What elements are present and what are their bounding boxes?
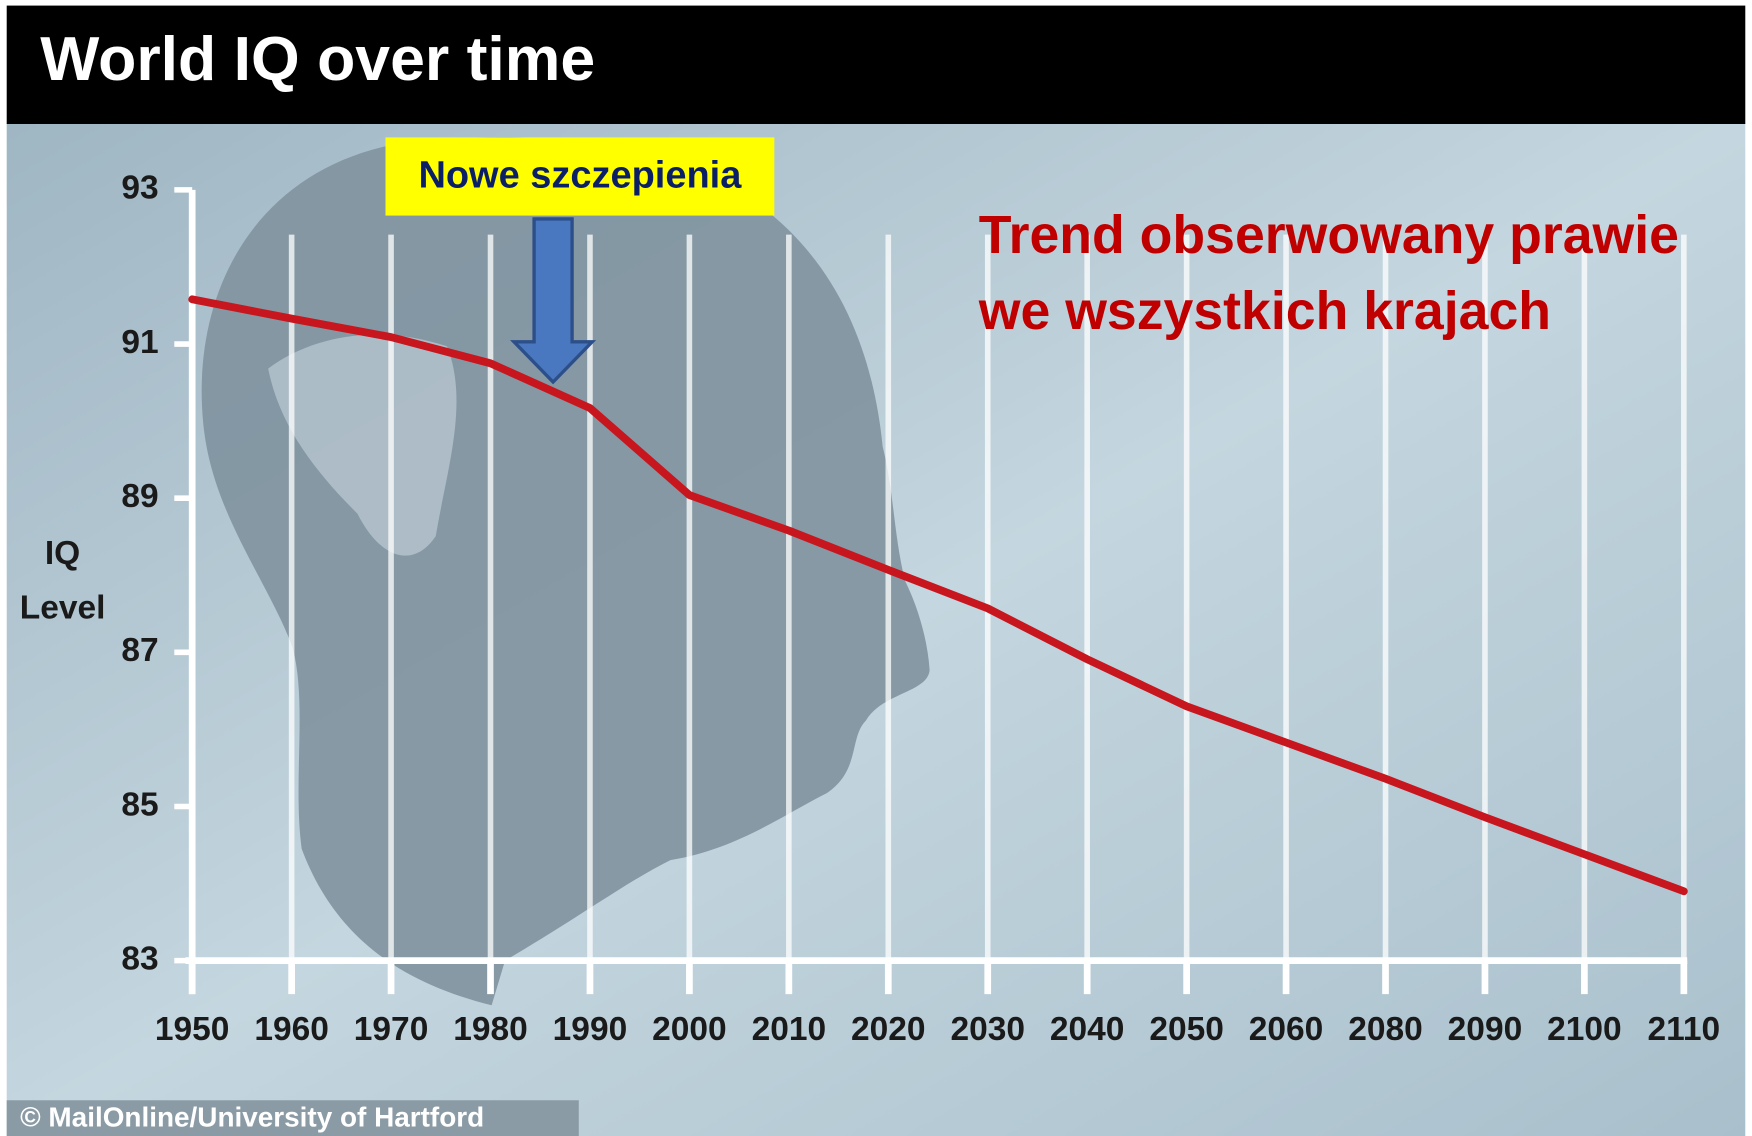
- y-axis-label: IQ: [45, 535, 80, 572]
- y-tick-label: 93: [121, 170, 158, 207]
- data-line: [188, 295, 1688, 896]
- x-tick-label: 1970: [354, 1011, 429, 1048]
- y-tick-label: 89: [121, 478, 158, 515]
- y-tick-label: 83: [121, 940, 158, 977]
- y-tick-label: 85: [121, 786, 158, 823]
- x-tick-label: 1950: [155, 1011, 230, 1048]
- x-tick-label: 2050: [1149, 1011, 1224, 1048]
- trend-annotation: Trend obserwowany prawie: [979, 205, 1679, 265]
- x-tick-label: 2090: [1448, 1011, 1523, 1048]
- x-tick-label: 2100: [1547, 1011, 1622, 1048]
- globe-land: [268, 334, 457, 556]
- arrow: [510, 217, 597, 385]
- y-tick-label: 87: [121, 632, 158, 669]
- x-tick-label: 1980: [453, 1011, 528, 1048]
- annotation-box: [385, 137, 775, 216]
- x-tick-label: 2110: [1647, 1011, 1720, 1048]
- credit: © MailOnline/University of Hartford: [20, 1102, 484, 1133]
- x-tick-label: 2060: [1249, 1011, 1324, 1048]
- credit-background: [6, 1100, 579, 1136]
- x-tick-label: 2000: [652, 1011, 727, 1048]
- trend-annotation: we wszystkich krajach: [978, 281, 1551, 341]
- x-tick-label: 1990: [553, 1011, 628, 1048]
- x-tick-label: 2040: [1050, 1011, 1125, 1048]
- arrow-annotation: Nowe szczepienia: [418, 155, 742, 197]
- x-tick-label: 1960: [254, 1011, 329, 1048]
- x-tick-label: 2080: [1348, 1011, 1423, 1048]
- y-axis-label: Level: [20, 590, 106, 627]
- x-tick-label: 2020: [851, 1011, 926, 1048]
- title-bar: [6, 5, 1746, 124]
- x-tick-label: 2010: [752, 1011, 827, 1048]
- plot: 83 85 87 89 91 93 1950 1960 1970 1980 1990 2000 2010…: [121, 170, 1720, 1048]
- chart-title: World IQ over time: [40, 24, 595, 94]
- x-tick-label: 2030: [950, 1011, 1025, 1048]
- y-tick-label: 91: [121, 324, 158, 361]
